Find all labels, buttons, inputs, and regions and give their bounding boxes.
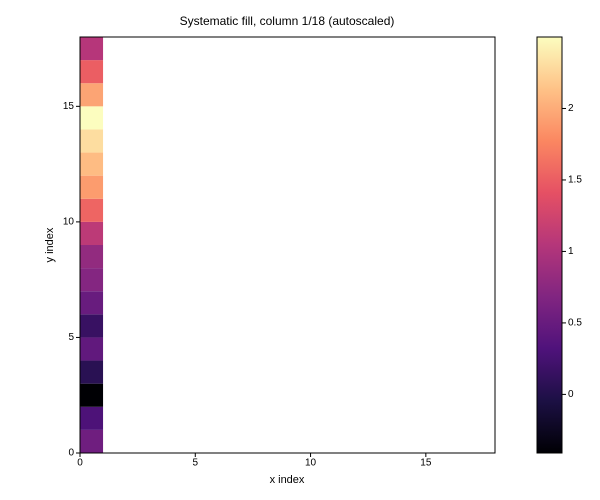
heatmap-cell: [80, 406, 104, 430]
heatmap-cell: [80, 268, 104, 292]
colorbar: [536, 36, 563, 454]
heatmap-cell: [80, 337, 104, 361]
x-tick-label: 10: [305, 458, 317, 469]
heatmap-cell: [80, 37, 104, 61]
colorbar-tick-label: 2: [568, 103, 574, 114]
y-axis-label: y index: [44, 227, 56, 262]
heatmap-cell: [80, 106, 104, 130]
x-tick-label: 5: [192, 458, 198, 469]
heatmap-cell: [80, 383, 104, 407]
heatmap-cell: [80, 83, 104, 107]
heatmap-cell: [80, 245, 104, 269]
heatmap-cell: [80, 152, 104, 176]
colorbar-tick-label: 1.5: [568, 175, 582, 186]
heatmap-cell: [80, 429, 104, 453]
heatmap-cell: [80, 129, 104, 153]
y-tick-label: 5: [68, 332, 74, 343]
heatmap-cell: [80, 314, 104, 338]
heatmap-cell: [80, 198, 104, 222]
y-tick-label: 10: [63, 217, 75, 228]
heatmap-cell: [80, 360, 104, 384]
heatmap-cell: [80, 175, 104, 199]
x-axis-label: x index: [270, 474, 305, 486]
x-tick-label: 15: [420, 458, 432, 469]
x-tick-label: 0: [77, 458, 83, 469]
chart-title: Systematic fill, column 1/18 (autoscaled…: [180, 14, 395, 28]
heatmap-cell: [80, 291, 104, 315]
plot-frame: [79, 36, 496, 454]
heatmap-cell: [80, 60, 104, 84]
colorbar-tick-label: 0.5: [568, 318, 582, 329]
y-tick-label: 15: [63, 101, 75, 112]
y-tick-label: 0: [68, 448, 74, 459]
colorbar-tick-label: 0: [568, 389, 574, 400]
colorbar-tick-label: 1: [568, 246, 574, 257]
heatmap-cell: [80, 221, 104, 245]
